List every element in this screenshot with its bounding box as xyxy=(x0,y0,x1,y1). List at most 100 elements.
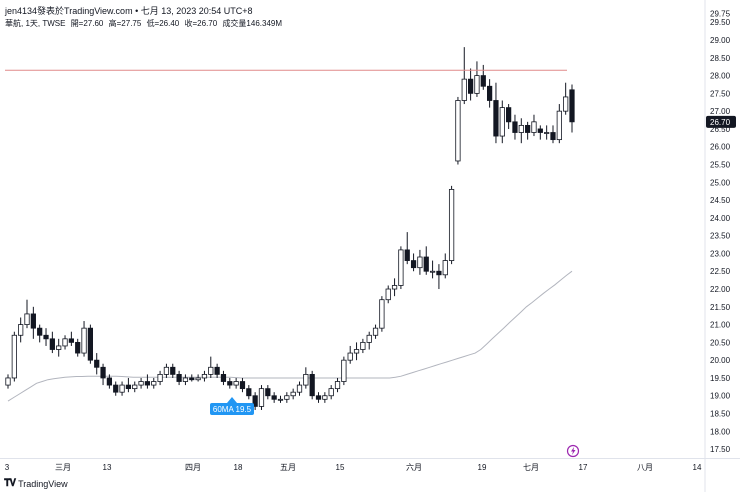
price-axis: 17.50 18.00 18.50 19.00 19.50 20.00 20.50 21.00… xyxy=(710,9,731,454)
candle xyxy=(271,392,277,403)
candle xyxy=(315,392,322,403)
candle-body xyxy=(480,75,486,87)
candle xyxy=(119,381,125,396)
candle-body xyxy=(277,398,284,401)
candle-body xyxy=(81,327,87,354)
candle-body xyxy=(322,395,328,400)
price-tick-label: 19.00 xyxy=(710,392,731,401)
candle xyxy=(341,356,347,386)
ohlc-legend: 華航, 1天, TWSE 開=27.60 高=27.75 低=26.40 收=2… xyxy=(5,18,285,29)
candle-body xyxy=(11,334,17,379)
candle xyxy=(49,331,55,354)
candle xyxy=(5,374,11,389)
candle xyxy=(429,260,436,279)
candle xyxy=(37,324,43,343)
candle xyxy=(62,335,68,350)
candle-body xyxy=(537,128,543,133)
candle-body xyxy=(62,338,68,347)
time-axis: 3 三月 13 四月 18 五月 15 六月 19 七月 17 八月 14 xyxy=(5,462,702,472)
candle xyxy=(328,385,334,400)
legend-open: 開=27.60 xyxy=(70,19,104,28)
candle xyxy=(132,381,138,393)
candle xyxy=(499,100,505,144)
candle xyxy=(296,381,303,396)
candle-body xyxy=(493,100,499,137)
candle-body xyxy=(525,124,531,133)
candle-body xyxy=(227,381,233,386)
candle-body xyxy=(119,384,125,393)
candle-body xyxy=(486,85,493,101)
price-tick-label: 27.50 xyxy=(710,89,731,98)
price-tick-label: 27.00 xyxy=(710,107,731,116)
candle-body xyxy=(106,377,113,386)
candle xyxy=(157,370,163,386)
price-tick-label: 26.00 xyxy=(710,143,731,152)
candle-body xyxy=(24,313,30,326)
candle xyxy=(24,299,30,329)
price-tick-label: 29.75 xyxy=(710,9,731,18)
candle xyxy=(531,114,537,137)
price-tick-label: 19.50 xyxy=(710,374,731,383)
price-tick-label: 22.50 xyxy=(710,267,731,276)
candle-body xyxy=(290,391,296,397)
footer-brand[interactable]: TradingView xyxy=(18,478,68,489)
candle xyxy=(512,114,518,140)
price-tick-label: 18.50 xyxy=(710,410,731,419)
candle xyxy=(493,82,499,144)
candle xyxy=(201,370,208,382)
ma-badge-pointer xyxy=(227,397,237,403)
candle-body xyxy=(556,110,562,141)
candle xyxy=(277,395,284,403)
candle-body xyxy=(220,374,227,382)
candle-body xyxy=(467,78,474,94)
candle-body xyxy=(303,374,309,386)
candle-body xyxy=(189,377,195,381)
price-tick-label: 24.50 xyxy=(710,196,731,205)
candle-body xyxy=(334,381,341,390)
candle-body xyxy=(271,395,277,400)
candle-body xyxy=(417,256,423,269)
legend-symbol[interactable]: 華航, 1天, TWSE xyxy=(5,19,66,28)
candle xyxy=(544,125,550,140)
candle xyxy=(284,392,290,403)
candle-body xyxy=(404,249,410,261)
time-tick-label: 14 xyxy=(693,463,702,472)
time-tick-label: 18 xyxy=(234,463,243,472)
candle-body xyxy=(125,384,132,390)
candle-body xyxy=(455,100,461,162)
candle xyxy=(252,392,258,410)
candle-body xyxy=(75,341,81,354)
candle-body xyxy=(157,374,163,382)
candle-body xyxy=(550,132,556,141)
legend-low: 低=26.40 xyxy=(146,19,180,28)
price-tick-label: 25.00 xyxy=(710,178,731,187)
candle-body xyxy=(284,395,290,400)
time-tick-label: 五月 xyxy=(280,463,296,472)
candle xyxy=(518,118,524,144)
candle-body xyxy=(563,96,569,112)
tradingview-logo-icon[interactable]: 𝐓𝐕 xyxy=(4,478,16,489)
lightning-alert-icon[interactable] xyxy=(566,444,580,458)
ma-badge[interactable] xyxy=(210,403,254,415)
candle xyxy=(170,363,176,378)
candle-body xyxy=(328,388,334,397)
price-tick-label: 29.00 xyxy=(710,36,731,45)
candle xyxy=(208,356,214,378)
candle xyxy=(353,342,360,361)
candle xyxy=(11,331,17,382)
candle xyxy=(81,321,87,357)
price-tick-label: 24.00 xyxy=(710,214,731,223)
time-tick-label: 13 xyxy=(103,463,112,472)
chart-header: jen4134發表於TradingView.com • 七月 13, 2023 … xyxy=(5,6,253,16)
legend-close: 收=26.70 xyxy=(184,19,218,28)
candle-body xyxy=(43,334,49,340)
candle-body xyxy=(366,334,372,343)
candle xyxy=(569,84,575,133)
candle xyxy=(366,331,372,350)
candle xyxy=(94,353,100,375)
candle xyxy=(176,370,182,386)
candle-body xyxy=(499,107,505,137)
time-tick-label: 17 xyxy=(579,463,588,472)
time-tick-label: 八月 xyxy=(637,463,653,472)
